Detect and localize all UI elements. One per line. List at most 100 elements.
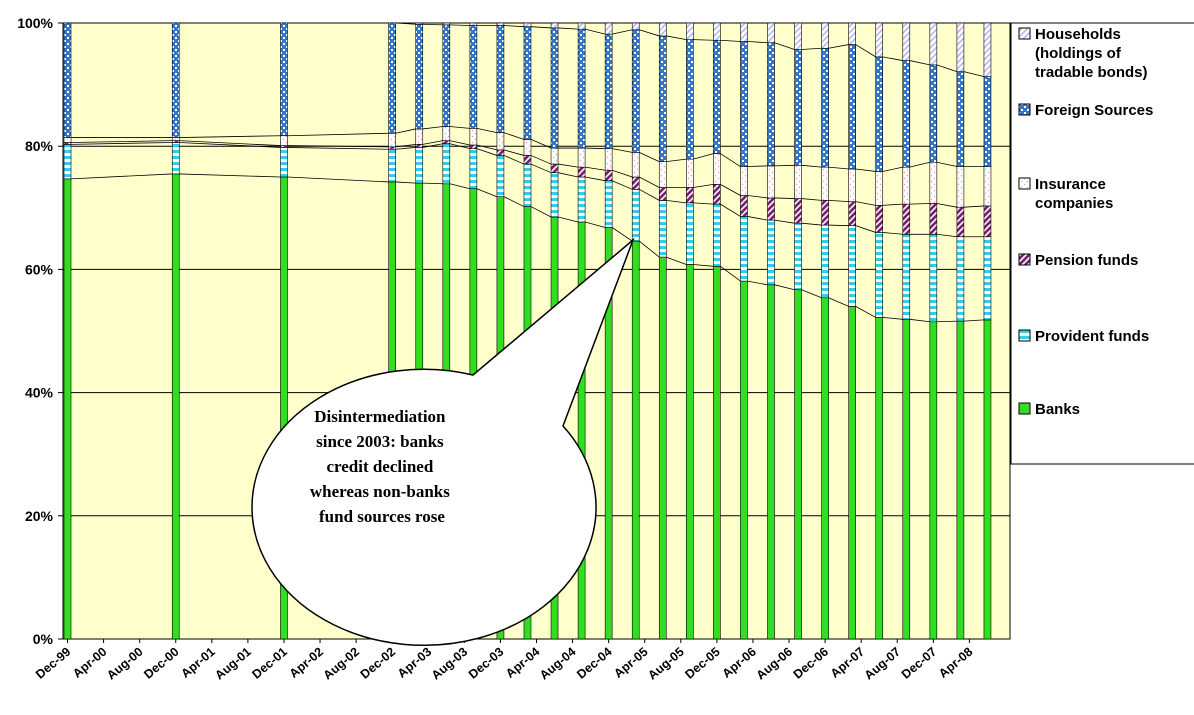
bar-segment-insurance-companies bbox=[767, 165, 775, 199]
bar-segment-insurance-companies bbox=[794, 164, 802, 199]
bar-segment-insurance-companies bbox=[171, 137, 180, 141]
legend-label: Banks bbox=[1035, 401, 1080, 418]
bar-segment-households-holdings-of-tradable-bonds bbox=[740, 22, 748, 42]
y-tick-label: 60% bbox=[25, 261, 54, 277]
bar-segment-foreign-sources bbox=[821, 47, 829, 168]
series-line-pension-funds bbox=[71, 140, 984, 208]
bar-segment-banks bbox=[631, 240, 640, 640]
bar-segment-households-holdings-of-tradable-bonds bbox=[956, 22, 965, 72]
x-tick-label: Dec-05 bbox=[682, 645, 722, 682]
bar-segment-insurance-companies bbox=[929, 161, 938, 204]
bar-segment-households-holdings-of-tradable-bonds bbox=[496, 22, 505, 26]
bar-segment-insurance-companies bbox=[604, 148, 613, 171]
bar-segment-provident-funds bbox=[523, 163, 532, 207]
bar-segment-provident-funds bbox=[171, 142, 180, 175]
legend-item-provident-funds: Provident funds bbox=[1018, 328, 1149, 345]
bar-segment-provident-funds bbox=[469, 148, 478, 190]
bar-segment-banks bbox=[956, 320, 965, 640]
bar-segment-foreign-sources bbox=[550, 27, 559, 149]
bar-segment-foreign-sources bbox=[713, 39, 721, 154]
y-tick-label: 20% bbox=[25, 508, 54, 524]
bar-segment-foreign-sources bbox=[902, 60, 911, 168]
bar-segment-insurance-companies bbox=[848, 168, 856, 202]
x-tick-label: Apr-01 bbox=[178, 645, 217, 681]
legend-label: companies bbox=[1035, 195, 1113, 212]
bar-Sep-06 bbox=[794, 22, 802, 640]
callout-line-1: Disintermediation bbox=[314, 407, 446, 426]
legend-swatch bbox=[1018, 402, 1031, 415]
bar-segment-pension-funds bbox=[550, 163, 559, 173]
y-tick-label: 80% bbox=[25, 138, 54, 154]
callout-line-2: since 2003: banks bbox=[316, 432, 444, 451]
bar-Mar-05 bbox=[631, 22, 640, 640]
bar-Sep-04 bbox=[577, 22, 586, 640]
x-tick-label: Aug-00 bbox=[104, 645, 145, 683]
bar-segment-foreign-sources bbox=[767, 42, 775, 167]
bar-segment-pension-funds bbox=[604, 169, 613, 181]
bar-segment-households-holdings-of-tradable-bonds bbox=[469, 22, 478, 26]
bar-Dec-00 bbox=[171, 22, 180, 640]
bar-segment-pension-funds bbox=[902, 203, 911, 235]
bar-segment-households-holdings-of-tradable-bonds bbox=[604, 22, 613, 35]
x-tick-label: Aug-01 bbox=[212, 645, 253, 683]
x-tick-label: Dec-03 bbox=[466, 645, 506, 682]
x-tick-label: Apr-05 bbox=[611, 645, 650, 681]
bar-segment-insurance-companies bbox=[496, 132, 505, 151]
bar-segment-banks bbox=[848, 306, 856, 640]
x-tick-label: Apr-08 bbox=[936, 645, 975, 681]
bar-segment-insurance-companies bbox=[821, 166, 829, 201]
bar-segment-foreign-sources bbox=[442, 24, 451, 127]
bar-segment-provident-funds bbox=[388, 148, 396, 183]
bar-segment-households-holdings-of-tradable-bonds bbox=[902, 22, 911, 61]
bar-segment-insurance-companies bbox=[63, 137, 72, 143]
bar-segment-foreign-sources bbox=[171, 22, 180, 138]
bar-segment-pension-funds bbox=[848, 201, 856, 226]
bar-segment-banks bbox=[63, 178, 72, 640]
bar-segment-insurance-companies bbox=[902, 166, 911, 205]
bar-segment-households-holdings-of-tradable-bonds bbox=[415, 22, 424, 25]
bar-segment-provident-funds bbox=[604, 180, 613, 228]
series-line-banks bbox=[70, 173, 984, 323]
legend-item-banks: Banks bbox=[1018, 401, 1080, 418]
bar-segment-pension-funds bbox=[415, 144, 424, 148]
callout: Disintermediation since 2003: banks cred… bbox=[251, 237, 635, 647]
bar-segment-foreign-sources bbox=[604, 33, 613, 149]
series-lines bbox=[70, 22, 985, 323]
bar-segment-foreign-sources bbox=[63, 22, 72, 138]
bar-segment-provident-funds bbox=[929, 233, 938, 323]
callout-line-5: fund sources rose bbox=[319, 507, 445, 526]
x-tick-label: Apr-04 bbox=[503, 645, 542, 681]
bar-segment-insurance-companies bbox=[983, 166, 992, 207]
bar-segment-insurance-companies bbox=[442, 126, 451, 141]
bar-segment-provident-funds bbox=[983, 236, 992, 321]
x-tick-label: Apr-02 bbox=[287, 645, 326, 681]
bar-segment-banks bbox=[821, 297, 829, 640]
legend-swatch bbox=[1018, 329, 1031, 342]
bar-segment-households-holdings-of-tradable-bonds bbox=[442, 22, 451, 26]
x-tick-label: Dec-06 bbox=[791, 645, 831, 682]
bar-segment-pension-funds bbox=[442, 140, 451, 145]
x-tick-label: Aug-03 bbox=[429, 645, 470, 683]
bar-segment-insurance-companies bbox=[469, 128, 478, 146]
bar-segment-insurance-companies bbox=[523, 139, 532, 156]
bar-segment-pension-funds bbox=[713, 184, 721, 205]
bar-segment-pension-funds bbox=[658, 187, 667, 201]
bar-segment-households-holdings-of-tradable-bonds bbox=[983, 22, 992, 77]
bar-segment-provident-funds bbox=[631, 189, 640, 242]
bar-segment-provident-funds bbox=[686, 202, 694, 265]
x-tick-label: Dec-04 bbox=[574, 645, 614, 682]
bar-segment-foreign-sources bbox=[577, 28, 586, 149]
bar-segment-pension-funds bbox=[767, 197, 775, 221]
callout-bubble bbox=[251, 237, 635, 647]
legend-swatch bbox=[1018, 177, 1031, 190]
bar-segment-pension-funds bbox=[956, 206, 965, 238]
bar-segment-banks bbox=[875, 317, 884, 640]
bar-segment-provident-funds bbox=[577, 176, 586, 223]
bar-segment-insurance-companies bbox=[577, 147, 586, 168]
bar-segment-pension-funds bbox=[469, 144, 478, 149]
x-axis: Dec-99Apr-00Aug-00Dec-00Apr-01Aug-01Dec-… bbox=[33, 639, 975, 683]
bar-segment-households-holdings-of-tradable-bonds bbox=[577, 22, 586, 30]
bar-Dec-06 bbox=[821, 22, 829, 640]
bar-segment-provident-funds bbox=[496, 155, 505, 198]
x-tick-label: Dec-00 bbox=[141, 645, 181, 682]
